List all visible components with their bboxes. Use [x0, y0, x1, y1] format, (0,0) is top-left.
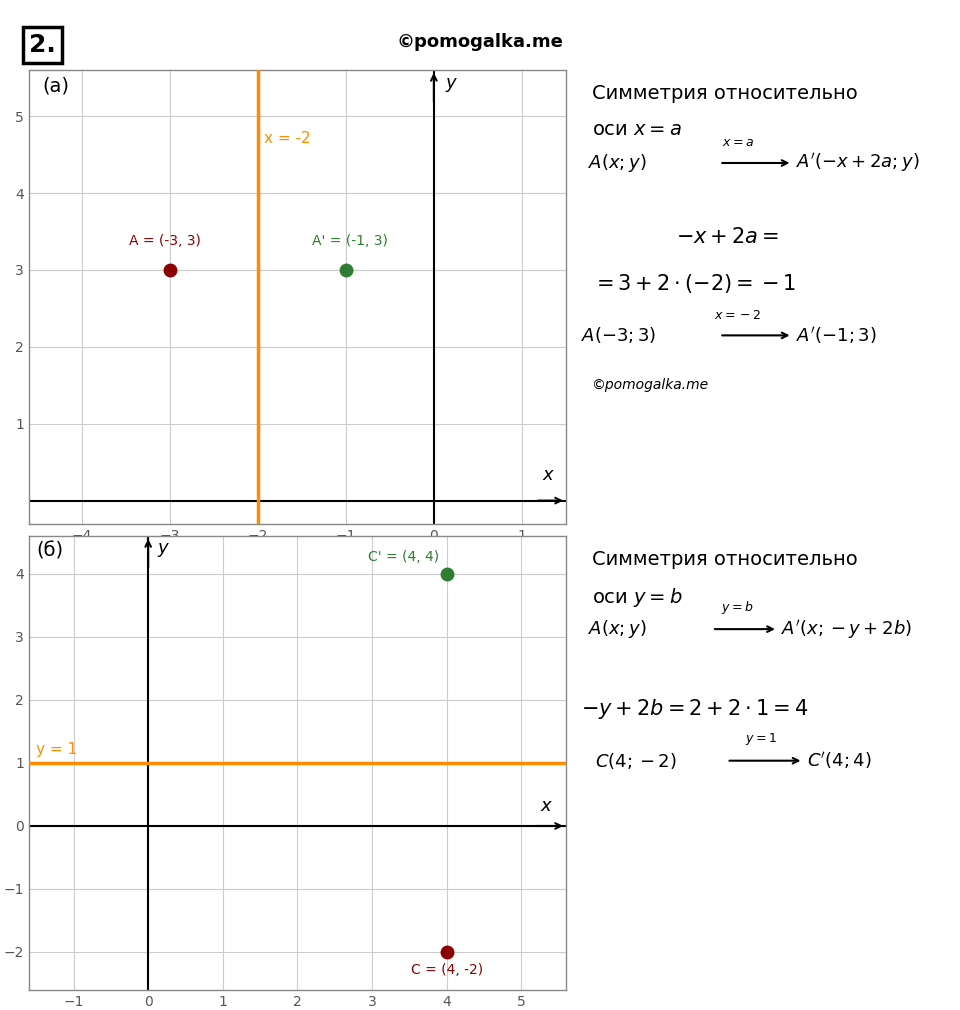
Text: ©pomogalka.me: ©pomogalka.me	[396, 33, 564, 52]
Text: $A'(x; -y + 2b)$: $A'(x; -y + 2b)$	[781, 618, 912, 640]
Text: $-y + 2b = 2 + 2 \cdot 1 = 4$: $-y + 2b = 2 + 2 \cdot 1 = 4$	[581, 697, 808, 721]
Text: y: y	[445, 74, 456, 92]
Text: (б): (б)	[36, 541, 63, 561]
Text: $C'(4; 4)$: $C'(4; 4)$	[807, 750, 872, 772]
Text: оси $x = a$: оси $x = a$	[591, 120, 682, 139]
Text: $x=a$: $x=a$	[722, 136, 754, 149]
Text: (а): (а)	[42, 76, 69, 95]
Text: $A(x; y)$: $A(x; y)$	[588, 618, 646, 640]
Text: $A'(-x + 2a; y)$: $A'(-x + 2a; y)$	[796, 152, 920, 175]
Text: оси $y = b$: оси $y = b$	[591, 586, 682, 609]
Text: $C(4; -2)$: $C(4; -2)$	[595, 750, 677, 771]
Text: x: x	[540, 797, 551, 815]
Text: 2.: 2.	[29, 33, 56, 57]
Text: C' = (4, 4): C' = (4, 4)	[368, 550, 439, 565]
Text: $A(x; y)$: $A(x; y)$	[588, 152, 646, 174]
Text: y: y	[157, 539, 168, 558]
Text: Симметрия относительно: Симметрия относительно	[591, 84, 857, 103]
Text: C = (4, -2): C = (4, -2)	[411, 964, 483, 978]
Text: Симметрия относительно: Симметрия относительно	[591, 549, 857, 569]
Text: $= 3 + 2 \cdot (-2) = -1$: $= 3 + 2 \cdot (-2) = -1$	[591, 272, 796, 295]
Text: ©pomogalka.me: ©pomogalka.me	[591, 379, 708, 393]
Text: x: x	[542, 466, 553, 484]
Text: A = (-3, 3): A = (-3, 3)	[130, 234, 202, 248]
Text: A' = (-1, 3): A' = (-1, 3)	[312, 234, 388, 248]
Text: x = -2: x = -2	[264, 131, 310, 146]
Text: $x=-2$: $x=-2$	[714, 309, 761, 322]
Text: $y=b$: $y=b$	[721, 599, 754, 615]
Text: $-x + 2a =$: $-x + 2a =$	[676, 226, 779, 246]
Text: y = 1: y = 1	[36, 741, 78, 756]
Text: $A'(-1; 3)$: $A'(-1; 3)$	[796, 325, 876, 345]
Text: $A(-3; 3)$: $A(-3; 3)$	[581, 325, 656, 345]
Text: $y=1$: $y=1$	[746, 731, 778, 747]
